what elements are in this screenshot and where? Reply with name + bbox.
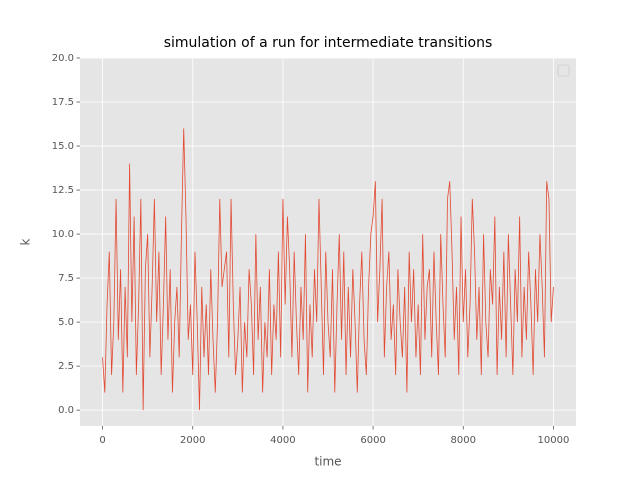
x-axis-label: time: [314, 455, 341, 469]
y-tick-label: 20.0: [52, 53, 74, 64]
y-axis-label: k: [19, 238, 33, 245]
x-tick-label: 4000: [270, 435, 295, 446]
x-tick-label: 8000: [451, 435, 476, 446]
chart-title: simulation of a run for intermediate tra…: [164, 35, 493, 51]
grid: [80, 57, 576, 426]
y-tick-label: 12.5: [52, 185, 74, 196]
y-tick-label: 17.5: [52, 97, 74, 108]
y-tick-label: 5.0: [58, 317, 74, 328]
y-tick-label: 10.0: [52, 229, 74, 240]
marks: [102, 128, 554, 411]
x-tick-label: 2000: [180, 435, 205, 446]
y-tick-label: 0.0: [58, 405, 74, 416]
legend: [557, 64, 570, 77]
y-tick-label: 7.5: [58, 273, 74, 284]
x-tick-label: 0: [99, 435, 105, 446]
series-line: [102, 128, 554, 411]
y-tick-label: 15.0: [52, 141, 74, 152]
x-tick-label: 10000: [538, 435, 570, 446]
plot-area: [80, 58, 576, 426]
x-tick-label: 6000: [360, 435, 385, 446]
y-tick-label: 2.5: [58, 361, 74, 372]
